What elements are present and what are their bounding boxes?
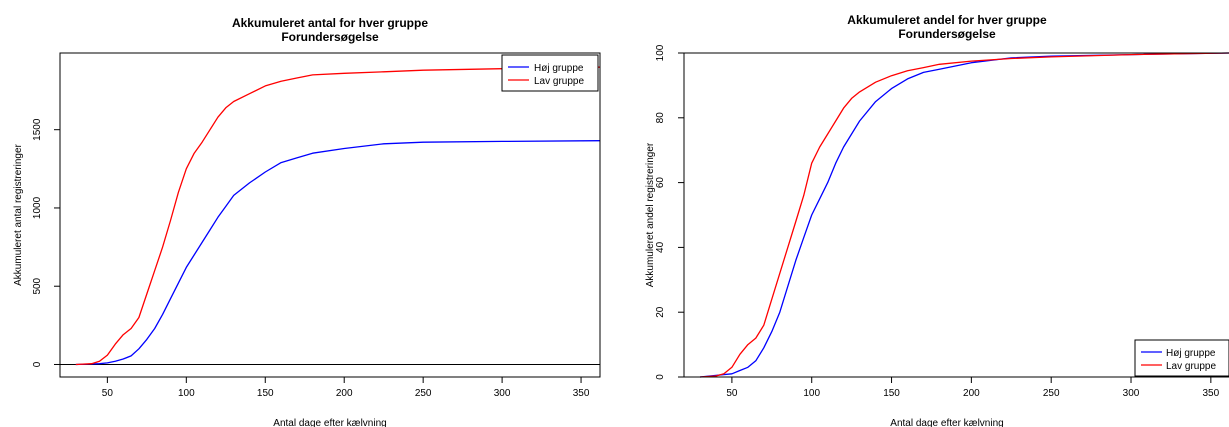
y-tick-label: 80 <box>655 112 666 124</box>
x-tick-label: 150 <box>257 388 274 399</box>
x-tick-label: 350 <box>573 388 590 399</box>
x-axis-label: Antal dage efter kælvning <box>273 418 386 427</box>
y-tick-label: 20 <box>655 306 666 318</box>
plot-frame <box>683 52 1229 378</box>
series-line-0 <box>699 52 1229 378</box>
x-tick-label: 250 <box>415 388 432 399</box>
y-tick-label: 1000 <box>32 196 43 219</box>
plot-frame <box>59 52 601 378</box>
legend-box <box>1134 339 1229 377</box>
y-tick-label: 1500 <box>32 118 43 141</box>
x-tick-label: 100 <box>178 388 195 399</box>
legend-box <box>501 54 599 92</box>
chart-subtitle: Forundersøgelse <box>281 30 379 44</box>
legend: Høj gruppe Lav gruppe <box>501 54 599 92</box>
legend: Høj gruppe Lav gruppe <box>1134 339 1229 377</box>
y-axis-label: Akkumuleret antal registreringer <box>13 143 24 285</box>
chart-title: Akkumuleret antal for hver gruppe <box>232 16 428 30</box>
series-line-1 <box>75 66 601 366</box>
x-tick-label: 50 <box>726 388 738 399</box>
series-line-1 <box>699 52 1229 378</box>
chart-subtitle: Forundersøgelse <box>898 27 996 41</box>
legend-label-0: Høj gruppe <box>534 63 584 74</box>
x-tick-label: 250 <box>1043 388 1060 399</box>
y-tick-label: 500 <box>32 277 43 294</box>
x-tick-label: 100 <box>803 388 820 399</box>
x-tick-label: 50 <box>102 388 114 399</box>
y-axis-label: Akkumuleret andel registreringer <box>645 142 656 287</box>
legend-label-1: Lav gruppe <box>1166 361 1216 372</box>
x-tick-label: 300 <box>494 388 511 399</box>
x-tick-label: 200 <box>963 388 980 399</box>
chart-right: Akkumuleret andel for hver gruppe Forund… <box>645 13 1229 427</box>
x-tick-label: 300 <box>1123 388 1140 399</box>
chart-title: Akkumuleret andel for hver gruppe <box>847 13 1047 27</box>
y-tick-label: 100 <box>655 44 666 61</box>
x-tick-label: 150 <box>883 388 900 399</box>
x-tick-label: 350 <box>1202 388 1219 399</box>
legend-label-1: Lav gruppe <box>534 76 584 87</box>
y-tick-label: 40 <box>655 241 666 253</box>
x-tick-label: 200 <box>336 388 353 399</box>
y-tick-label: 0 <box>32 361 43 367</box>
chart-left: Akkumuleret antal for hver gruppe Forund… <box>13 16 601 427</box>
legend-label-0: Høj gruppe <box>1166 348 1216 359</box>
series-line-0 <box>75 140 601 366</box>
y-tick-label: 0 <box>655 374 666 380</box>
y-tick-label: 60 <box>655 177 666 189</box>
x-axis-label: Antal dage efter kælvning <box>890 418 1003 427</box>
